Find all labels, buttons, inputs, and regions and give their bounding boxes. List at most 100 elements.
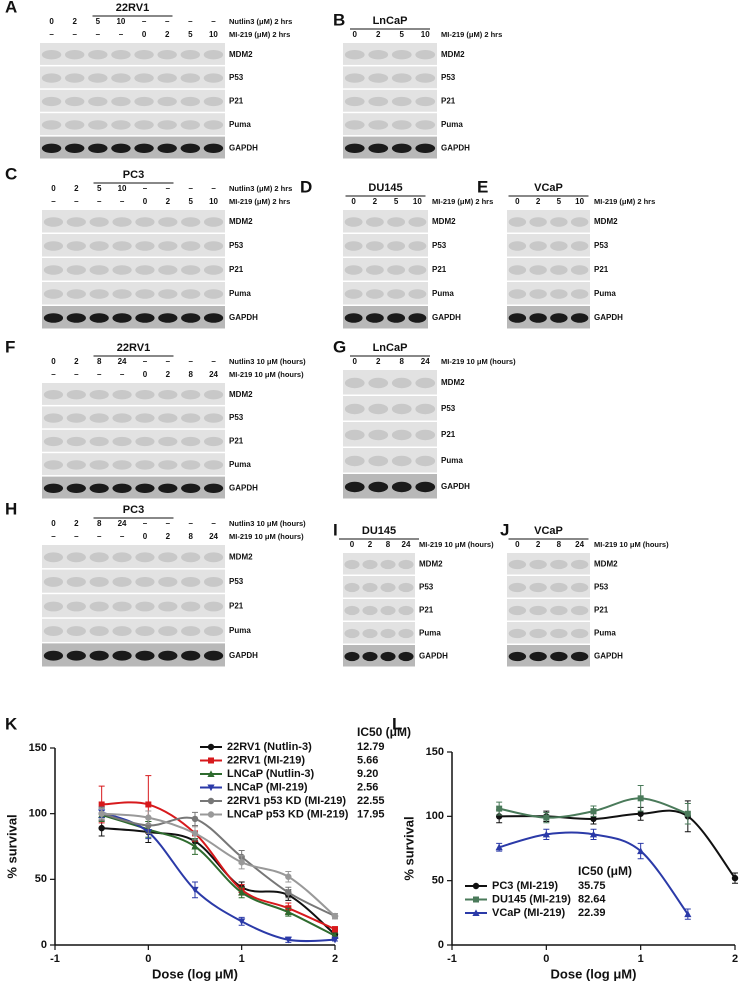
lane-label: –	[51, 532, 56, 541]
blot-band	[415, 73, 436, 83]
panel-letter: A	[5, 0, 17, 16]
protein-label: P53	[594, 583, 609, 592]
blot-band	[380, 605, 396, 616]
blot-strip	[40, 66, 225, 89]
legend-label: DU145 (MI-219)	[492, 893, 571, 905]
y-tick-label: 50	[432, 875, 444, 887]
blot-band	[203, 626, 224, 637]
blot-band	[203, 313, 224, 323]
protein-label: MDM2	[594, 560, 618, 569]
blot-band	[112, 241, 132, 251]
lane-label: 10	[118, 184, 127, 193]
blot-strip	[42, 453, 225, 476]
lane-label: 24	[209, 370, 218, 379]
lane-label: 8	[97, 357, 102, 366]
blot-band	[112, 390, 132, 400]
blot-band	[203, 552, 224, 563]
blot-band	[43, 241, 64, 251]
blot-band	[111, 50, 131, 60]
blot-band	[203, 73, 224, 83]
data-point	[496, 805, 503, 812]
data-point	[684, 810, 691, 817]
blot-band	[89, 576, 109, 587]
blot-band	[529, 289, 547, 299]
blot-band	[41, 96, 62, 107]
blot-band	[41, 50, 62, 60]
lane-label: 2	[72, 17, 77, 26]
ic50-value: 35.75	[578, 880, 606, 892]
blot-band	[415, 481, 436, 493]
lane-label: –	[166, 357, 171, 366]
blot-strip	[343, 622, 415, 644]
blot-band	[134, 96, 154, 107]
data-point	[684, 910, 692, 918]
blot-strip	[40, 136, 225, 159]
series-line	[101, 814, 336, 937]
data-point	[98, 801, 105, 808]
blot-band	[66, 576, 86, 587]
blot-band	[64, 73, 85, 83]
lane-label: –	[166, 519, 171, 528]
data-point	[637, 847, 645, 855]
lane-label: –	[143, 519, 148, 528]
series-line	[101, 801, 336, 931]
blot-band	[380, 559, 396, 570]
blot-band	[415, 143, 436, 153]
blot-band	[112, 436, 132, 447]
blot-strip	[507, 599, 590, 621]
lane-label: 0	[51, 519, 56, 528]
data-point	[495, 843, 503, 851]
protein-label: P53	[594, 241, 609, 250]
protein-label: P53	[432, 241, 447, 250]
lane-label: –	[120, 532, 125, 541]
blot-band	[158, 626, 178, 637]
blot-strip	[343, 258, 428, 281]
protein-label: P21	[594, 265, 609, 274]
lane-label: 10	[209, 197, 218, 206]
lane-label: –	[51, 197, 56, 206]
blot-band	[570, 313, 589, 323]
cell-line-title: PC3	[123, 169, 144, 181]
blot-band	[570, 241, 589, 251]
blot-band	[181, 265, 201, 275]
blot-band	[112, 460, 132, 470]
protein-label: P21	[229, 437, 244, 446]
blot-band	[398, 628, 414, 639]
blot-band	[570, 651, 589, 662]
blot-band	[550, 289, 568, 299]
lane-label: 2	[165, 30, 170, 39]
blot-band	[158, 313, 178, 323]
blot-band	[88, 73, 108, 83]
protein-label: P53	[441, 404, 456, 413]
blot-band	[391, 429, 412, 441]
blot-band	[398, 651, 414, 662]
chart-letter: L	[392, 714, 402, 733]
series-line	[101, 812, 336, 917]
lane-label: 5	[400, 30, 405, 39]
legend-marker	[473, 896, 479, 903]
blot-band	[529, 313, 547, 323]
lane-label: 8	[188, 370, 193, 379]
ic50-header: IC50 (μM)	[578, 864, 632, 878]
blot-band	[391, 120, 412, 130]
data-point	[637, 795, 644, 802]
blot-band	[89, 483, 109, 493]
cell-line-title: DU145	[368, 182, 402, 194]
lane-label: 2	[368, 540, 373, 549]
blot-band	[89, 265, 109, 275]
ic50-value: 9.20	[357, 768, 378, 780]
blot-band	[181, 460, 201, 470]
blot-strip	[42, 594, 225, 618]
lane-label: 5	[188, 30, 193, 39]
blot-band	[66, 436, 86, 447]
blot-band	[203, 289, 224, 299]
treatment-label: Nutlin3 (μM) 2 hrs	[229, 184, 292, 193]
blot-band	[344, 582, 360, 593]
lane-label: –	[211, 357, 216, 366]
lane-label: 5	[97, 184, 102, 193]
cell-line-title: LnCaP	[373, 342, 408, 354]
protein-label: P21	[229, 97, 244, 106]
blot-band	[112, 576, 132, 587]
blot-band	[344, 96, 365, 107]
lane-label: 0	[51, 357, 56, 366]
